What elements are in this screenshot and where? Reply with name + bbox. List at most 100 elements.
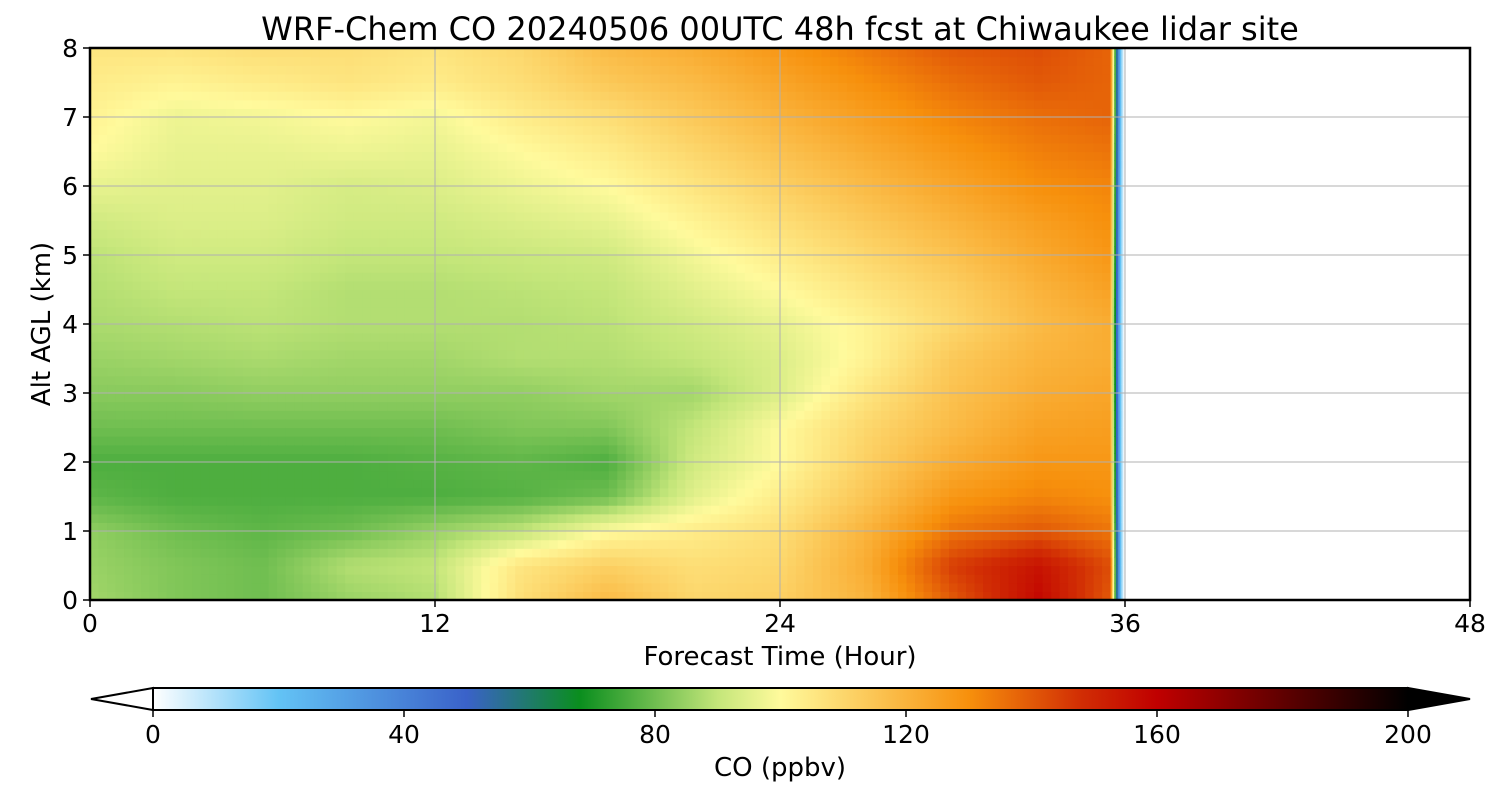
heatmap-cell: [574, 315, 584, 325]
heatmap-cell: [370, 410, 380, 420]
heatmap-cell: [685, 496, 695, 506]
heatmap-cell: [447, 470, 457, 480]
heatmap-cell: [481, 539, 491, 549]
heatmap-cell: [192, 99, 202, 109]
heatmap-cell: [685, 203, 695, 213]
heatmap-cell: [574, 56, 584, 66]
heatmap-cell: [234, 56, 244, 66]
heatmap-cell: [455, 375, 465, 385]
heatmap-cell: [336, 349, 346, 360]
heatmap-cell: [523, 263, 533, 273]
heatmap-cell: [387, 99, 397, 109]
heatmap-cell: [489, 203, 499, 213]
heatmap-cell: [260, 531, 270, 541]
heatmap-cell: [166, 289, 176, 299]
heatmap-cell: [438, 298, 448, 308]
heatmap-cell: [260, 358, 270, 368]
heatmap-cell: [702, 211, 712, 222]
heatmap-cell: [455, 444, 465, 454]
heatmap-cell: [438, 556, 448, 567]
heatmap-cell: [693, 479, 703, 489]
heatmap-cell: [710, 496, 720, 506]
heatmap-cell: [498, 186, 508, 196]
heatmap-cell: [387, 341, 397, 351]
heatmap-cell: [192, 349, 202, 360]
heatmap-cell: [438, 453, 448, 463]
heatmap-cell: [540, 108, 550, 118]
heatmap-cell: [319, 289, 329, 299]
heatmap-cell: [421, 56, 431, 66]
heatmap-cell: [549, 142, 559, 153]
heatmap-cell: [124, 487, 134, 498]
heatmap-cell: [532, 125, 542, 135]
heatmap-cell: [455, 315, 465, 325]
heatmap-cell: [396, 263, 406, 273]
heatmap-cell: [498, 194, 508, 204]
heatmap-cell: [566, 462, 576, 472]
heatmap-cell: [438, 410, 448, 420]
heatmap-cell: [302, 418, 312, 429]
heatmap-cell: [404, 99, 414, 109]
heatmap-cell: [591, 410, 601, 420]
heatmap-cell: [345, 358, 355, 368]
heatmap-cell: [540, 453, 550, 463]
heatmap-cell: [251, 444, 261, 454]
heatmap-cell: [719, 229, 729, 239]
heatmap-cell: [642, 444, 652, 454]
heatmap-cell: [379, 306, 389, 316]
heatmap-cell: [98, 591, 108, 601]
heatmap-cell: [744, 65, 755, 75]
heatmap-cell: [379, 384, 389, 394]
heatmap-cell: [651, 272, 661, 282]
heatmap-cell: [600, 134, 610, 144]
heatmap-cell: [591, 108, 601, 118]
heatmap-cell: [141, 56, 151, 66]
heatmap-cell: [260, 375, 270, 385]
heatmap-cell: [200, 479, 210, 489]
heatmap-cell: [719, 272, 729, 282]
heatmap-cell: [404, 522, 414, 532]
heatmap-cell: [574, 427, 584, 437]
heatmap-cell: [693, 367, 703, 377]
heatmap-cell: [608, 418, 618, 429]
heatmap-cell: [710, 272, 720, 282]
heatmap-cell: [226, 237, 236, 247]
heatmap-cell: [115, 151, 125, 161]
heatmap-cell: [107, 211, 117, 222]
heatmap-cell: [260, 151, 270, 161]
heatmap-cell: [438, 108, 448, 118]
heatmap-cell: [600, 151, 610, 161]
heatmap-cell: [540, 280, 550, 291]
heatmap-cell: [345, 427, 355, 437]
heatmap-cell: [642, 117, 652, 127]
heatmap-cell: [685, 341, 695, 351]
heatmap-cell: [149, 582, 159, 592]
heatmap-cell: [362, 99, 372, 109]
heatmap-cell: [285, 255, 295, 265]
heatmap-cell: [472, 505, 482, 515]
heatmap-cell: [90, 263, 100, 273]
heatmap-cell: [591, 91, 601, 101]
heatmap-cell: [396, 211, 406, 222]
heatmap-cell: [166, 513, 176, 523]
heatmap-cell: [710, 358, 720, 368]
heatmap-cell: [651, 298, 661, 308]
heatmap-cell: [226, 151, 236, 161]
heatmap-cell: [192, 82, 202, 92]
heatmap-cell: [736, 470, 746, 480]
heatmap-cell: [158, 496, 168, 506]
heatmap-cell: [523, 56, 533, 66]
heatmap-cell: [659, 220, 669, 230]
heatmap-cell: [574, 194, 584, 204]
heatmap-cell: [455, 194, 465, 204]
heatmap-cell: [413, 384, 423, 394]
heatmap-cell: [506, 306, 516, 316]
heatmap-cell: [268, 453, 278, 463]
heatmap-cell: [175, 186, 185, 196]
heatmap-cell: [311, 591, 321, 601]
heatmap-cell: [438, 160, 448, 170]
heatmap-cell: [719, 556, 729, 567]
heatmap-cell: [744, 48, 755, 58]
heatmap-cell: [90, 548, 100, 558]
